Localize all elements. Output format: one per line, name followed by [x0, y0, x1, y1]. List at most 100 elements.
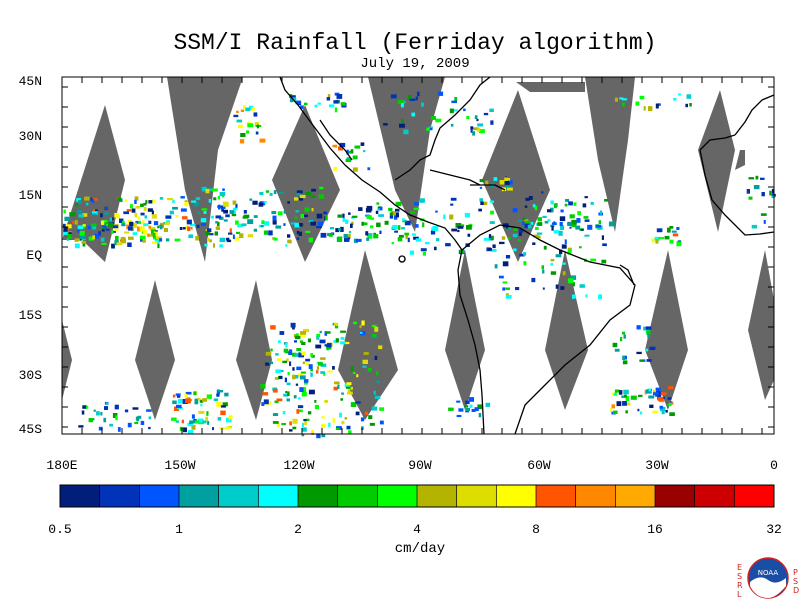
rain-cell — [524, 223, 530, 229]
rain-cell — [105, 228, 110, 231]
rain-cell — [512, 208, 518, 213]
rain-cell — [147, 208, 153, 212]
rain-cell — [512, 248, 517, 252]
rain-cell — [172, 206, 178, 210]
rain-cell — [159, 238, 163, 242]
rain-cell — [335, 228, 340, 233]
rain-cell — [456, 414, 462, 418]
rain-cell — [580, 228, 584, 231]
rain-cell — [137, 216, 141, 220]
rain-cell — [355, 401, 361, 404]
rain-cell — [159, 224, 163, 230]
rain-cell — [276, 398, 283, 402]
rain-cell — [358, 207, 363, 211]
rain-cell — [366, 215, 372, 219]
rain-cell — [465, 400, 470, 405]
rain-cell — [134, 196, 139, 201]
rain-cell — [190, 223, 196, 227]
lon-label: 90W — [408, 458, 432, 473]
rain-cell — [252, 200, 258, 205]
rain-cell — [135, 220, 141, 224]
rain-cell — [215, 215, 222, 219]
rain-cell — [340, 341, 346, 345]
no-data-swath — [482, 90, 550, 262]
rain-cell — [492, 244, 496, 249]
rain-cell — [224, 392, 229, 397]
rain-cell — [345, 158, 352, 162]
rain-cell — [316, 333, 321, 338]
rain-cell — [324, 400, 328, 403]
rain-cell — [335, 427, 340, 430]
rain-cell — [316, 226, 322, 229]
rain-cell — [111, 230, 114, 234]
rain-cell — [172, 394, 176, 398]
rain-cell — [327, 370, 333, 373]
rain-cell — [101, 220, 105, 225]
rain-cell — [292, 426, 297, 430]
rain-cell — [103, 417, 107, 423]
rain-cell — [404, 232, 409, 236]
rain-cell — [367, 235, 373, 239]
rain-cell — [243, 214, 250, 219]
rain-cell — [571, 219, 577, 225]
rain-cell — [77, 225, 84, 230]
rain-cell — [337, 236, 343, 241]
rain-cell — [646, 359, 652, 362]
rain-cell — [148, 200, 153, 204]
rain-cell — [332, 366, 335, 370]
rain-cell — [240, 109, 245, 112]
rain-cell — [579, 284, 585, 288]
rain-cell — [665, 410, 668, 413]
rain-cell — [98, 231, 101, 236]
rain-cell — [314, 104, 318, 108]
rain-cell — [560, 225, 565, 230]
colorbar-swatch — [139, 485, 180, 507]
rain-cell — [185, 225, 189, 230]
rain-cell — [555, 284, 559, 289]
rain-cell — [620, 336, 623, 342]
coastline — [429, 169, 481, 186]
rain-cell — [314, 400, 317, 403]
rain-cell — [337, 214, 342, 218]
rain-cell — [466, 115, 470, 120]
rain-cell — [152, 241, 158, 244]
rain-cell — [553, 221, 556, 225]
rain-cell — [430, 127, 433, 131]
rain-cell — [74, 238, 79, 242]
rain-cell — [284, 377, 287, 383]
rain-cell — [598, 220, 601, 224]
rain-cell — [470, 126, 474, 130]
rain-cell — [647, 334, 650, 339]
rain-cell — [544, 220, 549, 224]
rain-cell — [132, 222, 137, 228]
rain-cell — [195, 235, 199, 241]
rain-cell — [285, 342, 288, 348]
rain-cell — [259, 191, 264, 195]
rain-cell — [507, 237, 511, 240]
rain-cell — [528, 196, 533, 200]
rain-cell — [668, 404, 672, 407]
rain-cell — [140, 420, 145, 425]
rain-cell — [350, 149, 354, 154]
rain-cell — [602, 243, 607, 247]
rain-cell — [366, 233, 373, 237]
rain-cell — [197, 397, 201, 401]
rain-cell — [480, 201, 484, 205]
rain-cell — [327, 94, 331, 98]
rain-cell — [648, 388, 652, 392]
rain-cell — [139, 226, 145, 232]
rain-cell — [559, 249, 563, 255]
rain-cell — [771, 195, 776, 198]
rain-cell — [304, 102, 308, 106]
rain-cell — [259, 138, 266, 143]
coastline — [699, 149, 775, 236]
rain-cell — [636, 351, 642, 355]
rain-cell — [449, 108, 454, 114]
rain-cell — [374, 395, 381, 399]
rain-cell — [564, 203, 568, 207]
rain-cell — [301, 342, 306, 345]
rain-cell — [333, 322, 339, 326]
rain-cell — [383, 123, 388, 126]
rain-cell — [91, 198, 98, 201]
rain-cell — [298, 353, 305, 358]
